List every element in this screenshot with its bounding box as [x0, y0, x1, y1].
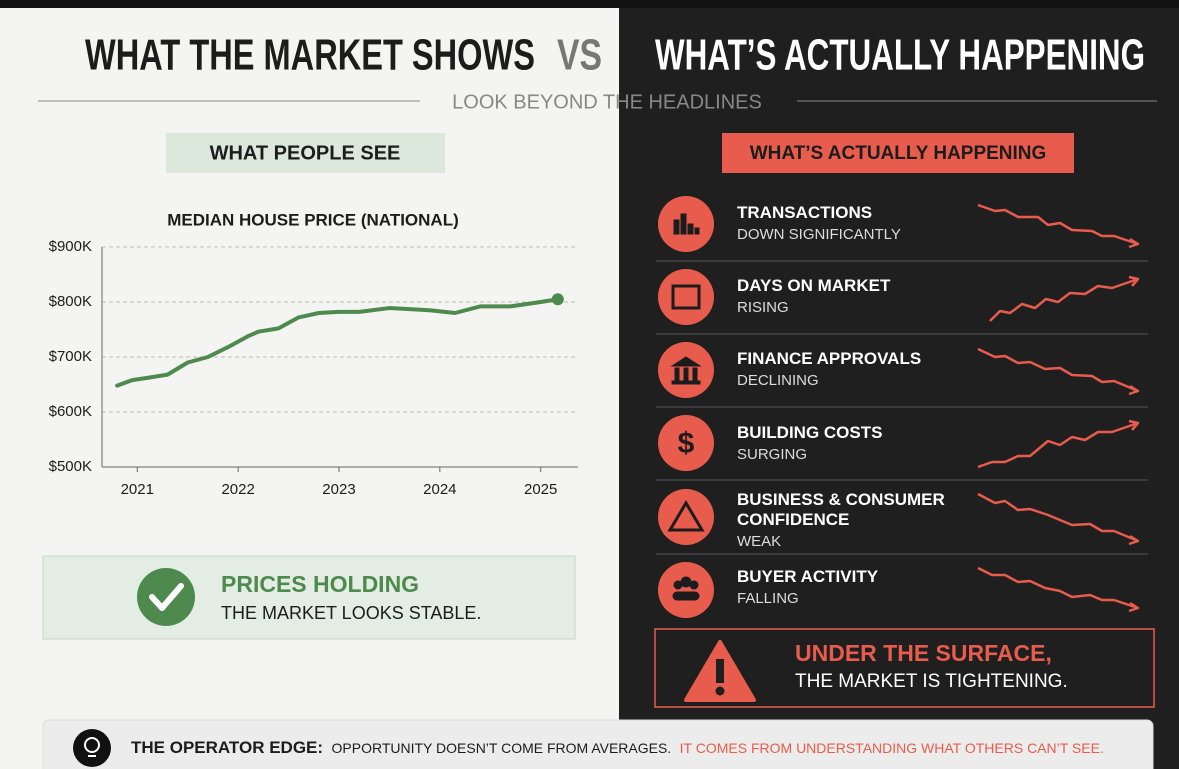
item-status: DECLINING [737, 372, 819, 389]
glyph [680, 213, 687, 235]
glyph [692, 367, 698, 381]
item: DAYS ON MARKET RISING [737, 276, 957, 316]
title-left: WHAT THE MARKET SHOWS [85, 31, 535, 80]
footer-highlight: IT COMES FROM UNDERSTANDING WHAT OTHERS … [680, 740, 1104, 756]
sparkline [989, 277, 1139, 322]
icon [658, 269, 714, 325]
icon-glyphs: $ [667, 213, 705, 601]
arrowhead [1128, 275, 1140, 287]
footer-text: THE OPERATOR EDGE: OPPORTUNITY DOESN’T C… [131, 738, 1104, 757]
glyph [674, 367, 680, 381]
price-line [115, 297, 560, 388]
arrowhead [1128, 534, 1140, 546]
item: FINANCE APPROVALS DECLINING [737, 349, 957, 389]
x-tick-label: 2025 [524, 481, 557, 498]
item: BUYER ACTIVITY FALLING [737, 567, 957, 607]
sparkline [977, 492, 1139, 543]
left-bg [0, 0, 619, 769]
bulb-icon [73, 729, 111, 767]
icon [658, 489, 714, 545]
arrowhead [1128, 384, 1140, 396]
line-chart: MEDIAN HOUSE PRICE (NATIONAL) $500K $600K… [49, 210, 578, 498]
badge-text: WHAT PEOPLE SEE [210, 142, 401, 164]
item-status: DOWN SIGNIFICANTLY [737, 226, 901, 243]
warning-title: UNDER THE SURFACE, [795, 640, 1052, 666]
glyph [689, 580, 699, 590]
glyph [680, 576, 692, 588]
item: TRANSACTIONS DOWN SIGNIFICANTLY [737, 203, 957, 243]
item-title: BUSINESS & CONSUMER CONFIDENCE [737, 490, 945, 529]
x-tick-label: 2021 [121, 481, 154, 498]
item-title: BUYER ACTIVITY [737, 567, 879, 586]
badge [166, 133, 445, 173]
item: BUILDING COSTS SURGING [737, 423, 957, 463]
item-title: TRANSACTIONS [737, 203, 873, 222]
glyph [672, 591, 700, 601]
x-tick-label: 2022 [221, 481, 254, 498]
glyph [694, 227, 700, 235]
item-status: WEAK [737, 533, 782, 550]
glyph [670, 356, 702, 367]
top-strip [0, 0, 1179, 8]
bulb-glyph [84, 737, 100, 753]
y-tick-label: $700K [49, 348, 92, 365]
y-tick-label: $800K [49, 293, 92, 310]
badge-text: WHAT’S ACTUALLY HAPPENING [750, 143, 1047, 164]
arrowhead [1128, 237, 1140, 249]
glyph [687, 223, 694, 235]
item-title: DAYS ON MARKET [737, 276, 891, 295]
sparkline [977, 347, 1139, 393]
y-tick-label: $600K [49, 403, 92, 420]
arrowhead [1128, 601, 1140, 613]
icon [658, 415, 714, 471]
callout-title: PRICES HOLDING [221, 571, 419, 597]
icon [658, 562, 714, 618]
glyph: $ [678, 427, 695, 460]
dividers [656, 260, 1148, 555]
warning-glyph [716, 659, 724, 683]
item-title: BUILDING COSTS [737, 423, 883, 442]
item-status: SURGING [737, 446, 808, 463]
footer-body: OPPORTUNITY DOESN’T COME FROM AVERAGES. [332, 740, 672, 756]
end-point [551, 293, 564, 306]
x-tick-label: 2024 [423, 481, 456, 498]
x-tick-label: 2023 [322, 481, 355, 498]
glyph [683, 367, 689, 381]
check-icon [137, 568, 195, 626]
sparkline [977, 203, 1139, 246]
item-title: FINANCE APPROVALS [737, 349, 922, 368]
glyph [673, 219, 680, 235]
sparklines [977, 203, 1140, 613]
title-right: WHAT’S ACTUALLY HAPPENING [655, 31, 1145, 80]
callout [42, 555, 576, 640]
arrowhead [1128, 419, 1140, 431]
item-status: RISING [737, 299, 789, 316]
item: BUSINESS & CONSUMER CONFIDENCE WEAK [737, 490, 957, 550]
y-tick-label: $500K [49, 458, 92, 475]
footer [42, 719, 1154, 769]
sparkline [977, 421, 1139, 469]
y-tick-label: $900K [49, 238, 92, 255]
glyph [667, 500, 705, 532]
item-status: FALLING [737, 590, 799, 607]
warning-text: THE MARKET IS TIGHTENING. [795, 671, 1068, 692]
glyph [671, 380, 701, 385]
sparkline [977, 566, 1139, 610]
badge [722, 133, 1074, 173]
subtitle: LOOK BEYOND THE HEADLINES [452, 91, 762, 113]
check-mark [149, 583, 184, 611]
warning-glyph [715, 686, 725, 696]
chart-title: MEDIAN HOUSE PRICE (NATIONAL) [167, 210, 459, 229]
footer-label: THE OPERATOR EDGE: [131, 738, 323, 757]
glyph [671, 284, 701, 310]
callout-text: THE MARKET LOOKS STABLE. [221, 603, 481, 623]
title-vs: VS [557, 31, 602, 80]
